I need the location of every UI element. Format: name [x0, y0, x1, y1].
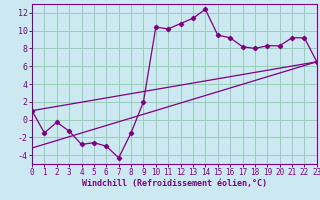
X-axis label: Windchill (Refroidissement éolien,°C): Windchill (Refroidissement éolien,°C) [82, 179, 267, 188]
